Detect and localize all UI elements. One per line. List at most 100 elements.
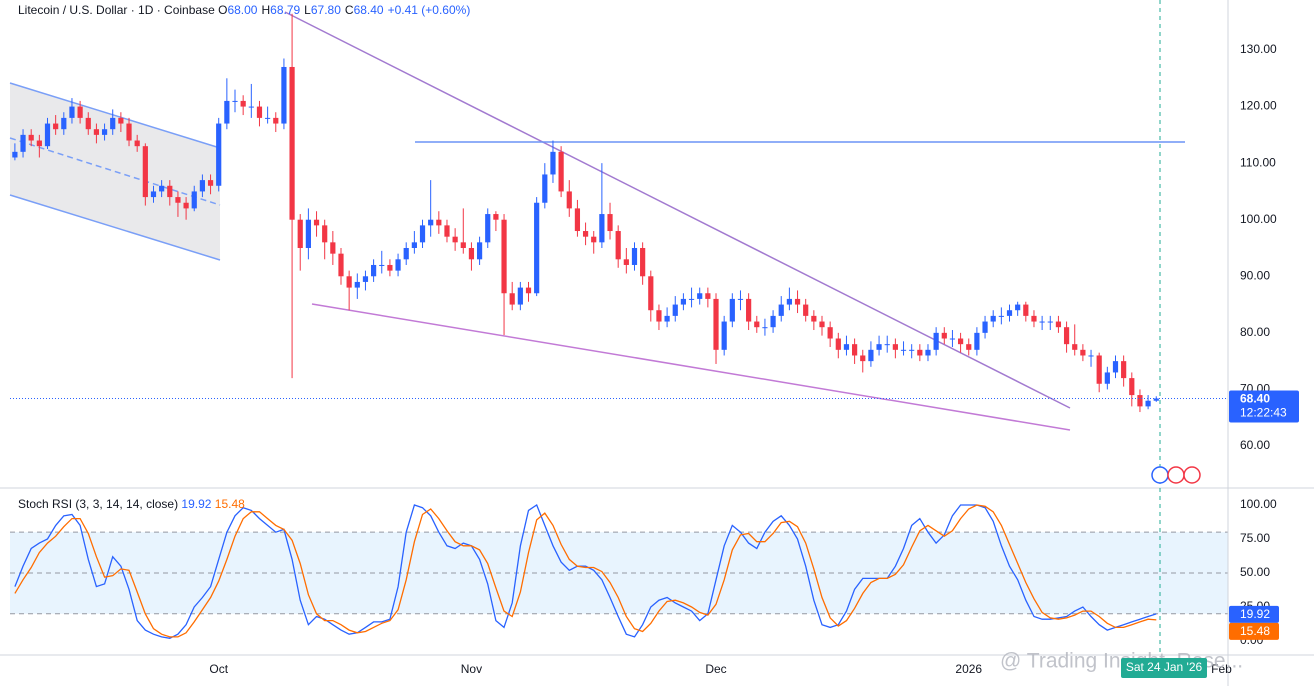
candle-body [591,236,597,243]
indicator-title: Stoch RSI (3, 3, 14, 14, close) [18,497,179,511]
candle-body [729,298,735,322]
candle-body [36,140,42,147]
candle-body [574,208,581,232]
candle-body [53,123,59,130]
candle-body [297,219,303,248]
candle-body [379,264,385,266]
candle-body [419,225,426,243]
candle-body [917,349,923,356]
ohlc-value: 67.80 [310,3,341,17]
candle-body [566,191,572,209]
x-tick-label: Feb [1211,662,1232,676]
y-tick-label: 50.00 [1240,565,1270,579]
candle-body [436,219,442,226]
candle-body [900,349,907,351]
candle-body [827,327,833,339]
candle-body [640,247,646,277]
candle-body [517,287,523,305]
candle-body [1112,361,1119,373]
candle-body [134,140,140,147]
k-value: 19.92 [181,497,212,511]
candle-body [615,231,621,260]
candle-body [191,191,197,209]
candle-body [599,214,605,243]
candle-body [273,117,279,124]
candle-body [1145,400,1151,407]
axes: Oct Nov Dec 2026 Feb60.0070.0080.0090.00100.… [209,42,1299,676]
candle-body [110,117,116,130]
candle-body [843,344,850,350]
cursor-date: Sat 24 Jan '26 [1126,660,1203,674]
trendline-upper [284,11,1071,409]
candle-body [974,332,980,350]
y-tick-label: 90.00 [1240,268,1270,282]
candle-body [697,293,703,299]
candle-body [933,332,939,350]
candle-body [582,231,589,237]
candle-body [468,247,475,260]
candle-body [1055,321,1062,328]
candle-body [631,247,638,265]
candle-body [803,304,809,316]
candle-body [721,321,727,350]
channel-mid [9,137,221,206]
candle-body [754,321,760,328]
y-tick-label: 75.00 [1240,531,1270,545]
y-tick-label: 100.00 [1240,212,1277,226]
candle-body [1088,355,1094,357]
ohlc-values: O68.00 H68.79 L67.80 C68.40 [218,3,388,17]
candle-body [444,225,450,237]
event-icon [1151,466,1169,484]
candle-body [207,180,214,186]
candle-body [248,106,254,108]
last-price-box [1229,390,1299,423]
candle-body [281,66,287,124]
candle-body [142,146,148,198]
candle-body [101,129,108,135]
candle-body [607,214,613,232]
candle-body [305,219,311,248]
candle-body [941,332,947,339]
trendline-lower [311,303,1071,431]
candle-body [289,66,295,220]
stoch-line [14,504,1157,639]
ohlc-key: H [261,3,271,17]
candle-body [476,242,483,260]
event-icon [1183,466,1201,484]
candle-body [485,214,491,243]
d-value-label: 15.48 [1240,624,1270,638]
symbol-legend: Litecoin / U.S. Dollar · 1D · Coinbase O… [18,3,474,17]
candle-body [44,123,51,147]
candle-body [860,355,866,362]
candle-body [550,151,556,175]
event-icon [1167,466,1185,484]
candle-body [77,106,83,118]
candle-body [1072,344,1078,350]
candle-body [892,344,898,350]
x-tick-label: Dec [705,662,726,676]
ohlc-value: 68.79 [270,3,301,17]
ohlc-key: C [344,3,354,17]
candle-body [623,259,629,265]
candle-body [990,315,996,322]
candle-body [183,202,189,209]
candle-body [338,253,344,277]
candle-body [265,117,271,119]
countdown: 12:22:43 [1240,406,1287,420]
candle-body [501,219,507,294]
y-tick-label: 60.00 [1240,438,1270,452]
candle-body [12,151,18,158]
candle-body [28,134,34,141]
candle-body [762,327,768,329]
stoch-pane [10,504,1228,639]
candle-body [713,298,719,350]
candle-body [786,298,792,305]
candle-body [705,293,711,299]
stoch-line [14,504,1157,638]
candle-body [534,202,540,294]
y-tick-label: 80.00 [1240,325,1270,339]
candle-body [199,180,206,192]
candle-body [770,315,776,328]
candle-body [1104,372,1110,384]
candle-body [656,310,662,322]
